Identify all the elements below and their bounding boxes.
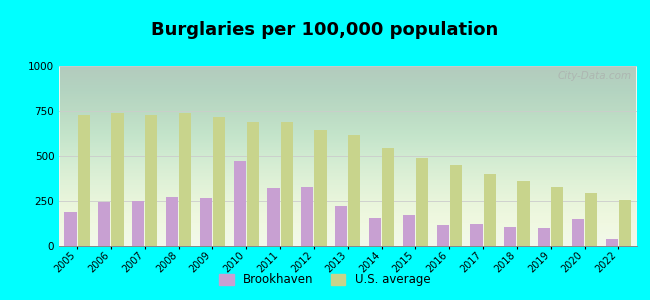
Bar [369,218,381,246]
Bar [551,187,564,246]
Bar [166,197,178,246]
Bar [111,113,124,246]
Bar [484,174,496,246]
Bar [450,165,462,246]
Text: Burglaries per 100,000 population: Burglaries per 100,000 population [151,21,499,39]
Bar [403,215,415,246]
Bar [200,198,212,246]
Bar [179,113,191,246]
Bar [213,117,225,246]
Bar [77,115,90,246]
Bar [437,225,448,246]
Bar [538,228,550,246]
Bar [64,212,77,246]
Legend: Brookhaven, U.S. average: Brookhaven, U.S. average [214,269,436,291]
Bar [348,135,361,246]
Bar [281,122,292,246]
Bar [572,219,584,246]
Bar [619,200,631,246]
Bar [335,206,347,246]
Bar [247,122,259,246]
Bar [517,181,530,246]
Bar [98,202,110,246]
Bar [585,193,597,246]
Bar [233,161,246,246]
Bar [301,187,313,246]
Bar [606,239,618,246]
Bar [132,201,144,246]
Bar [145,115,157,246]
Bar [267,188,280,246]
Text: City-Data.com: City-Data.com [557,71,631,81]
Bar [416,158,428,246]
Bar [471,224,482,246]
Bar [315,130,326,246]
Bar [382,148,395,246]
Bar [504,227,516,246]
